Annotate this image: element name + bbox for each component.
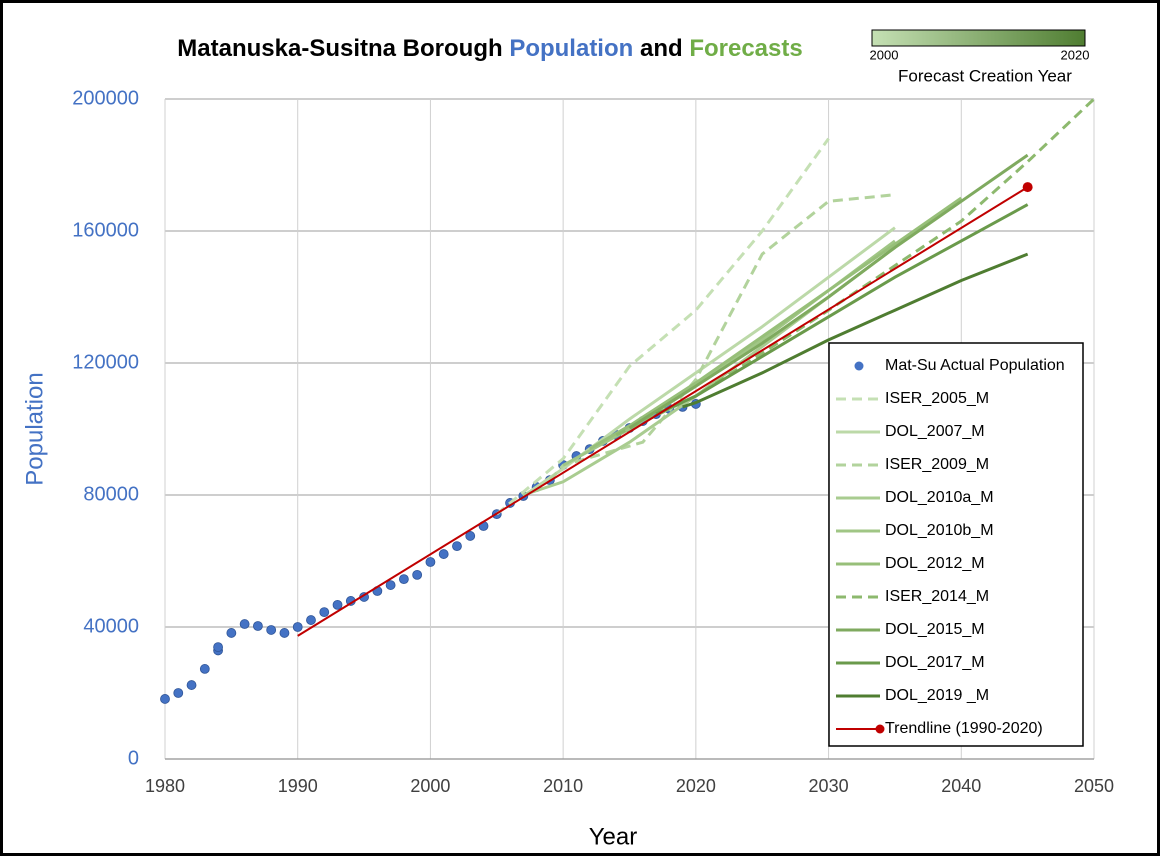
series-line	[522, 226, 896, 498]
series-line	[588, 196, 963, 451]
data-point	[412, 569, 423, 580]
x-tick-label: 2010	[543, 776, 583, 796]
legend-label: DOL_2015_M	[885, 621, 985, 638]
x-tick-label: 2030	[809, 776, 849, 796]
chart-title: Matanuska-Susitna Borough Population and…	[177, 35, 802, 62]
y-tick-label: 40000	[83, 615, 139, 637]
x-tick-label: 2050	[1074, 776, 1114, 796]
legend-label: ISER_2005_M	[885, 390, 989, 407]
data-point	[425, 557, 436, 567]
data-point	[199, 664, 210, 674]
legend-label: DOL_2007_M	[885, 423, 985, 440]
data-point	[266, 625, 277, 635]
x-tick-label: 1980	[145, 776, 185, 796]
legend-label: ISER_2009_M	[885, 456, 989, 473]
y-tick-label: 200000	[72, 87, 139, 109]
colorbar	[871, 29, 1086, 47]
legend-swatch	[875, 724, 885, 734]
data-point	[465, 531, 476, 541]
data-point	[160, 694, 170, 704]
legend-box	[828, 342, 1084, 747]
series-line	[297, 186, 1029, 637]
colorbar-tick-label: 2020	[1061, 47, 1090, 62]
legend-swatch	[854, 361, 864, 371]
y-tick-label: 160000	[72, 219, 139, 241]
colorbar-label: Forecast Creation Year	[898, 66, 1072, 85]
legend-label: ISER_2014_M	[885, 588, 989, 605]
data-point	[213, 642, 223, 653]
data-point	[279, 628, 290, 638]
legend-label: Trendline (1990-2020)	[885, 720, 1043, 737]
y-tick-label: 0	[128, 747, 139, 769]
series-line	[495, 137, 830, 516]
data-point	[452, 541, 462, 552]
y-tick-label: 120000	[72, 351, 139, 373]
data-point	[332, 599, 343, 610]
data-point	[226, 628, 237, 638]
series-line	[655, 203, 1029, 416]
title-part: Population	[509, 35, 633, 62]
legend-label: DOL_2017_M	[885, 654, 985, 671]
x-tick-label: 2020	[676, 776, 716, 796]
series-line	[628, 153, 1029, 430]
data-point	[398, 574, 409, 585]
y-axis-label: Population	[21, 372, 48, 485]
legend-label: Mat-Su Actual Population	[885, 357, 1065, 374]
data-point	[306, 615, 316, 625]
x-tick-label: 2040	[941, 776, 981, 796]
data-point	[252, 621, 263, 631]
y-tick-label: 80000	[83, 483, 139, 505]
data-point	[438, 549, 449, 559]
data-point	[239, 619, 250, 629]
colorbar-tick-label: 2000	[870, 47, 899, 62]
data-point	[186, 680, 197, 690]
series-line	[682, 252, 1029, 409]
end-marker	[1022, 182, 1033, 193]
data-point	[173, 688, 184, 698]
data-point	[385, 580, 396, 590]
data-point	[292, 622, 303, 632]
legend-label: DOL_2012_M	[885, 555, 985, 572]
legend-label: DOL_2010a_M	[885, 489, 994, 506]
legend-label: DOL_2019 _M	[885, 687, 989, 704]
x-tick-label: 2000	[410, 776, 450, 796]
x-tick-label: 1990	[278, 776, 318, 796]
legend-label: DOL_2010b_M	[885, 522, 994, 539]
title-part: and	[640, 35, 683, 62]
data-point	[319, 607, 330, 618]
title-part: Forecasts	[689, 35, 802, 62]
x-axis-label: Year	[589, 823, 638, 850]
title-part: Matanuska-Susitna Borough	[177, 35, 502, 62]
